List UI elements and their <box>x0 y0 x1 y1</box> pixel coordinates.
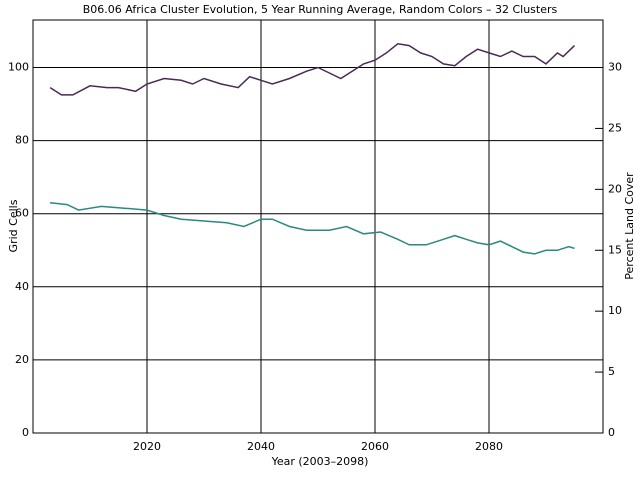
y2-axis-label: Percent Land Cover <box>623 172 636 280</box>
y2-tick-label: 15 <box>608 243 622 256</box>
plot-frame <box>32 19 604 434</box>
y-tick-label: 20 <box>15 353 29 366</box>
y-tick-label: 100 <box>8 61 29 74</box>
y2-tick-label: 20 <box>608 182 622 195</box>
x-tick-label: 2060 <box>361 440 389 453</box>
y2-tick-label: 25 <box>608 121 622 134</box>
x-axis-label: Year (2003–2098) <box>271 455 369 468</box>
x-tick-label: 2040 <box>247 440 275 453</box>
y-tick-label: 0 <box>22 426 29 439</box>
y-tick-label: 80 <box>15 134 29 147</box>
series-line <box>50 201 575 255</box>
y-axis-label: Grid Cells <box>7 199 20 252</box>
series-line <box>49 43 576 96</box>
y2-tick-label: 5 <box>608 365 615 378</box>
y2-tick-label: 10 <box>608 304 622 317</box>
y-tick-label: 60 <box>15 207 29 220</box>
y-tick-label: 40 <box>15 280 29 293</box>
y2-tick-label: 0 <box>608 426 615 439</box>
y2-tick-label: 30 <box>608 61 622 74</box>
x-tick-label: 2020 <box>133 440 161 453</box>
chart-title: B06.06 Africa Cluster Evolution, 5 Year … <box>83 3 558 16</box>
x-tick-label: 2080 <box>475 440 503 453</box>
